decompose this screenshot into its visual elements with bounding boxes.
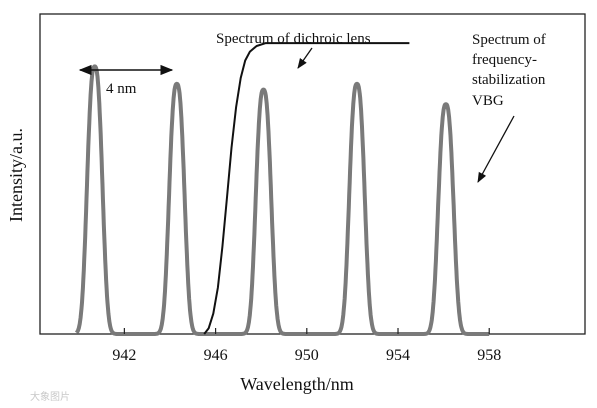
series-layer xyxy=(74,42,491,336)
watermark: 大象图片 xyxy=(30,390,70,403)
annotation-vbg-line-1: Spectrum of xyxy=(472,32,546,48)
x-ticks: 942 946 950 954 958 xyxy=(112,328,501,364)
x-tick-label: 958 xyxy=(477,347,501,364)
arrow-vbg xyxy=(477,115,515,183)
annotation-vbg-line-4: VBG xyxy=(472,93,504,109)
x-tick-label: 954 xyxy=(386,347,410,364)
arrow-dichroic-lens xyxy=(297,47,313,69)
annotation-vbg-line-2: frequency- xyxy=(472,52,537,68)
annotation-spacing: 4 nm xyxy=(106,81,137,97)
x-axis-label: Wavelength/nm xyxy=(240,374,354,394)
x-tick-label: 950 xyxy=(295,347,319,364)
annotation-vbg-line-3: stabilization xyxy=(472,72,546,88)
series-line-1 xyxy=(74,64,491,336)
x-tick-label: 942 xyxy=(112,347,136,364)
annotation-dichroic-lens: Spectrum of dichroic lens xyxy=(216,31,371,47)
series-line-2 xyxy=(203,42,410,335)
y-axis-label: Intensity/a.u. xyxy=(6,128,26,222)
x-tick-label: 946 xyxy=(204,347,228,364)
